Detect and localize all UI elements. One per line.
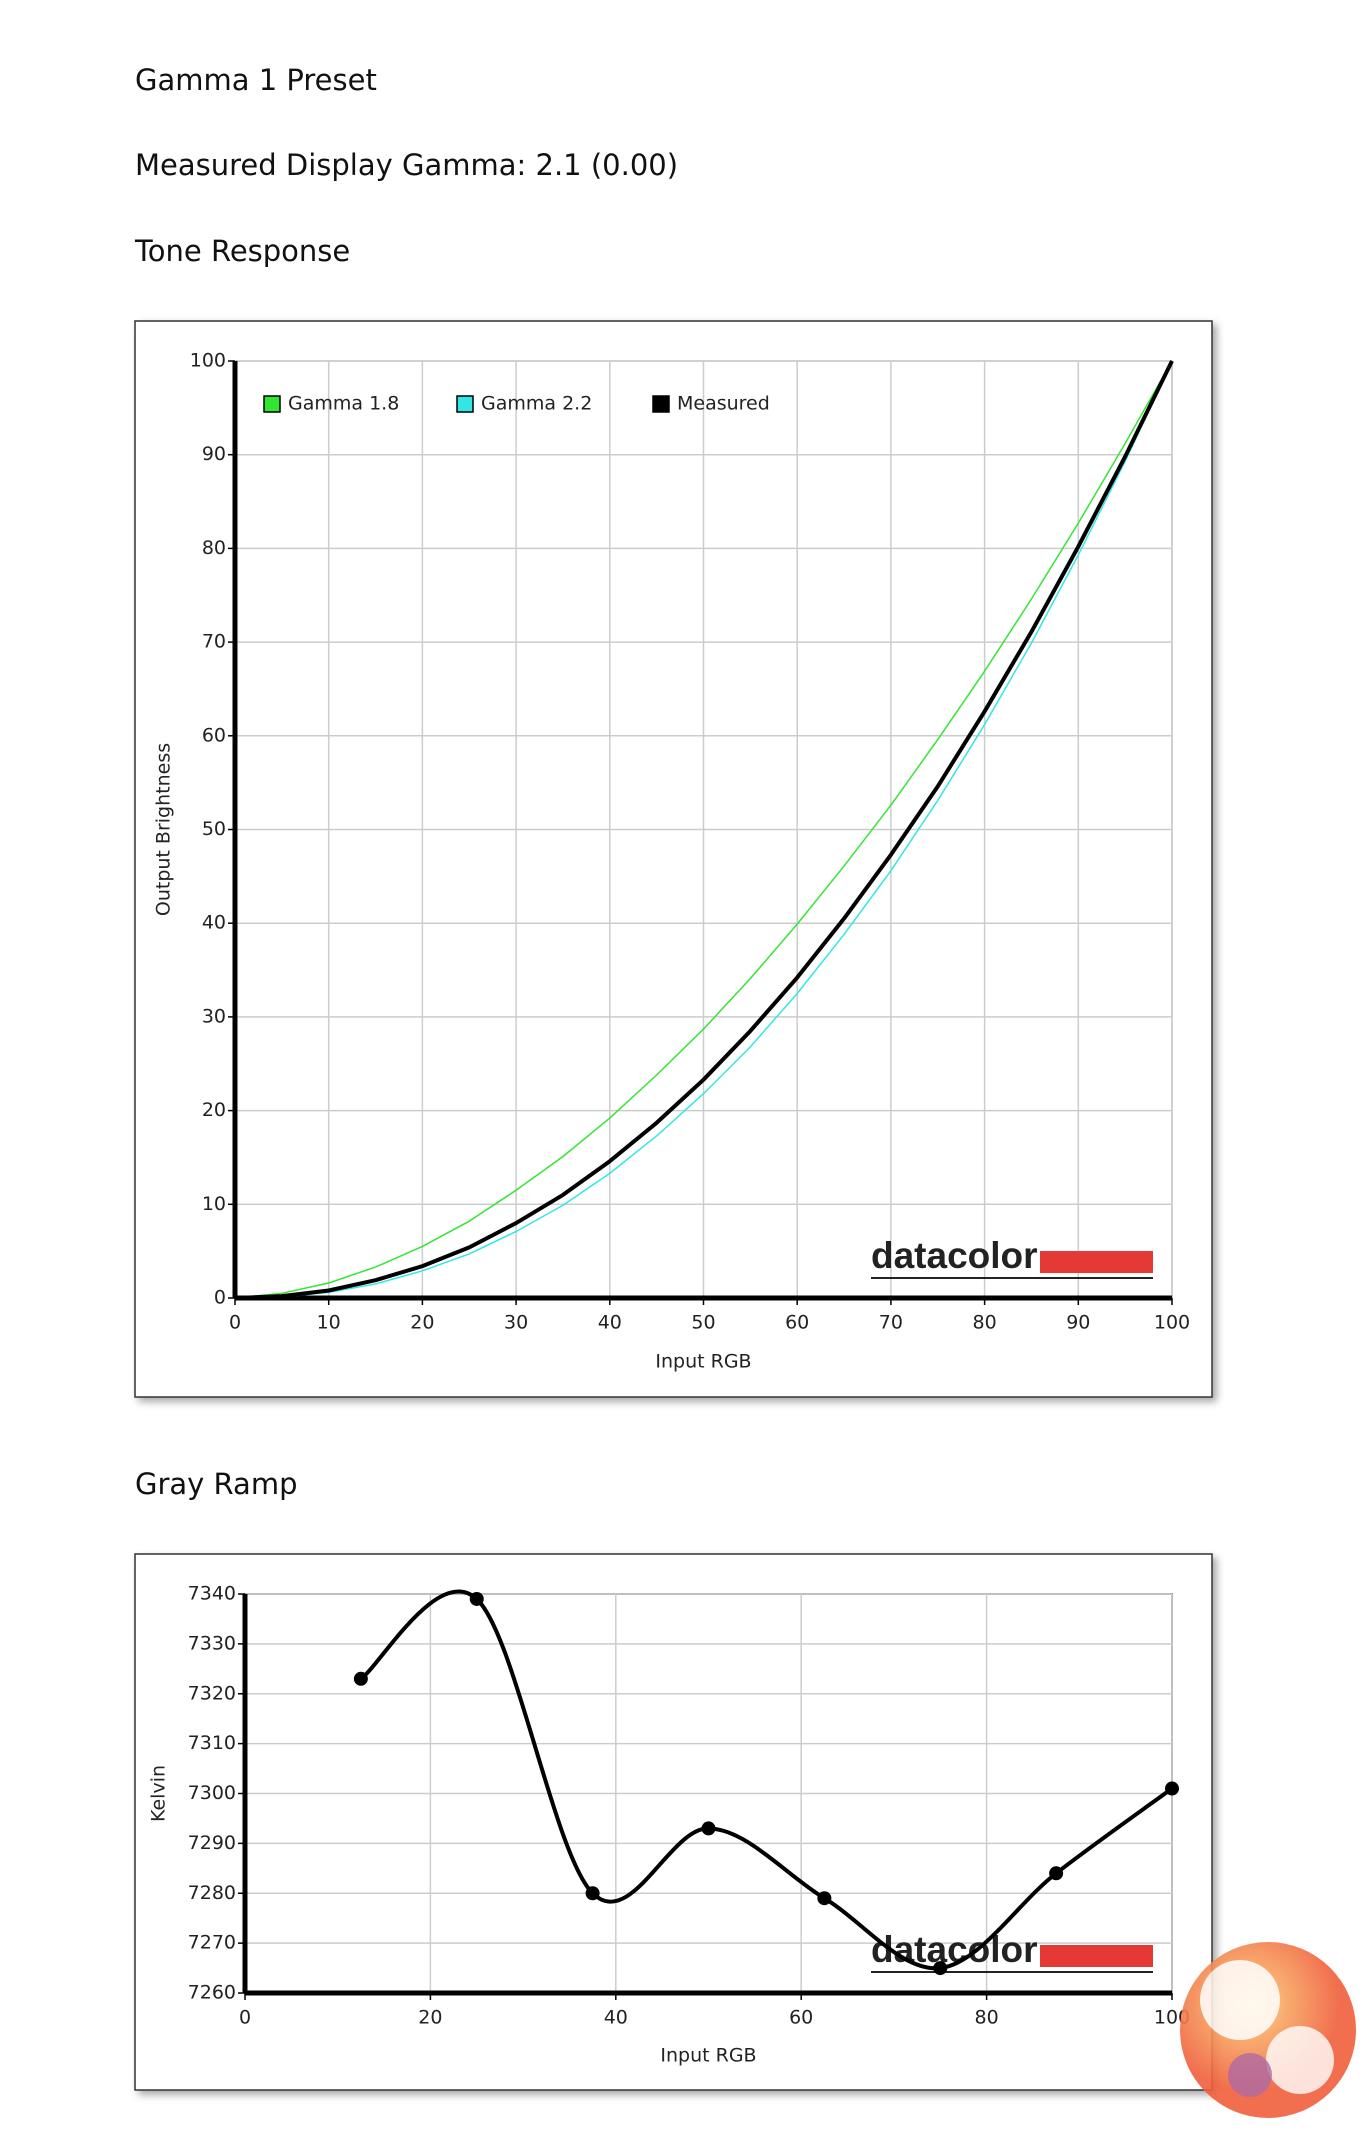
x-tick-label: 40 xyxy=(604,2007,628,2029)
y-tick-label: 90 xyxy=(202,443,226,465)
y-tick-label: 7340 xyxy=(188,1583,236,1605)
y-tick-label: 10 xyxy=(202,1193,226,1215)
y-tick-label: 100 xyxy=(190,350,226,372)
x-axis-label: Input RGB xyxy=(660,2045,756,2067)
heading: Measured Display Gamma: 2.1 (0.00) xyxy=(135,148,678,182)
legend-swatch xyxy=(456,395,474,413)
legend-swatch xyxy=(652,395,670,413)
y-tick-label: 80 xyxy=(202,537,226,559)
y-tick-label: 7290 xyxy=(188,1832,236,1854)
data-point xyxy=(1165,1781,1179,1796)
watermark: datacolor xyxy=(871,1235,1038,1276)
legend-label: Gamma 1.8 xyxy=(288,393,399,415)
y-tick-label: 70 xyxy=(202,631,226,653)
y-tick-label: 40 xyxy=(202,912,226,934)
heading: Gray Ramp xyxy=(135,1467,298,1501)
y-tick-label: 7330 xyxy=(188,1632,236,1654)
chart-frame xyxy=(134,320,1213,1398)
data-point xyxy=(353,1671,368,1686)
y-tick-label: 7260 xyxy=(188,1982,236,2004)
y-axis-label: Output Brightness xyxy=(153,743,175,916)
x-tick-label: 20 xyxy=(410,1312,434,1334)
y-axis-label: Kelvin xyxy=(148,1765,170,1822)
x-tick-label: 20 xyxy=(418,2007,442,2029)
y-tick-label: 60 xyxy=(202,724,226,746)
x-tick-label: 40 xyxy=(598,1312,622,1334)
data-point xyxy=(817,1891,832,1906)
data-point xyxy=(469,1591,484,1606)
x-tick-label: 30 xyxy=(504,1312,528,1334)
y-tick-label: 7300 xyxy=(188,1782,236,1804)
legend-swatch xyxy=(263,395,281,413)
y-tick-label: 50 xyxy=(202,818,226,840)
data-point xyxy=(585,1886,600,1901)
x-axis-label: Input RGB xyxy=(655,1351,751,1373)
x-tick-label: 50 xyxy=(691,1312,715,1334)
series-line xyxy=(234,360,1174,1300)
heading: Gamma 1 Preset xyxy=(135,63,377,97)
series-line xyxy=(359,1589,1174,1971)
chart-frame xyxy=(134,1553,1213,2091)
y-tick-label: 7280 xyxy=(188,1882,236,1904)
x-tick-label: 90 xyxy=(1066,1312,1090,1334)
x-tick-label: 60 xyxy=(789,2007,813,2029)
heading: Tone Response xyxy=(134,234,350,268)
y-tick-label: 20 xyxy=(202,1099,226,1121)
y-tick-label: 7310 xyxy=(188,1732,236,1754)
charts: 0 10 20 30 40 50 60 70 80 90 100 0 10 20 30 40 50 60 70 80 9… xyxy=(148,350,1191,2067)
x-tick-label: 80 xyxy=(975,2007,999,2029)
x-tick-label: 80 xyxy=(973,1312,997,1334)
y-tick-label: 7270 xyxy=(188,1932,236,1954)
y-tick-label: 0 xyxy=(214,1287,226,1309)
x-tick-label: 70 xyxy=(879,1312,903,1334)
x-tick-label: 10 xyxy=(317,1312,341,1334)
x-tick-label: 0 xyxy=(229,1312,241,1334)
series-line xyxy=(234,360,1173,1299)
site-logo xyxy=(1180,1942,1356,2118)
watermark-bar xyxy=(1040,1251,1153,1273)
data-point xyxy=(933,1961,948,1976)
data-point xyxy=(701,1821,716,1836)
x-tick-label: 100 xyxy=(1154,1312,1190,1334)
x-tick-label: 60 xyxy=(785,1312,809,1334)
series-line xyxy=(234,360,1173,1299)
legend-label: Measured xyxy=(677,393,770,415)
y-tick-label: 7320 xyxy=(188,1682,236,1704)
x-tick-label: 0 xyxy=(239,2007,251,2029)
legend-label: Gamma 2.2 xyxy=(481,393,592,415)
watermark-bar xyxy=(1040,1945,1153,1967)
y-tick-label: 30 xyxy=(202,1005,226,1027)
data-point xyxy=(1049,1866,1064,1881)
